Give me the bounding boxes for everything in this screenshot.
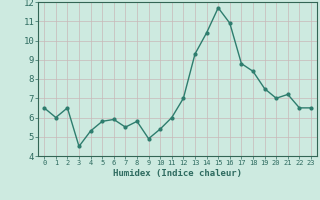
X-axis label: Humidex (Indice chaleur): Humidex (Indice chaleur) (113, 169, 242, 178)
